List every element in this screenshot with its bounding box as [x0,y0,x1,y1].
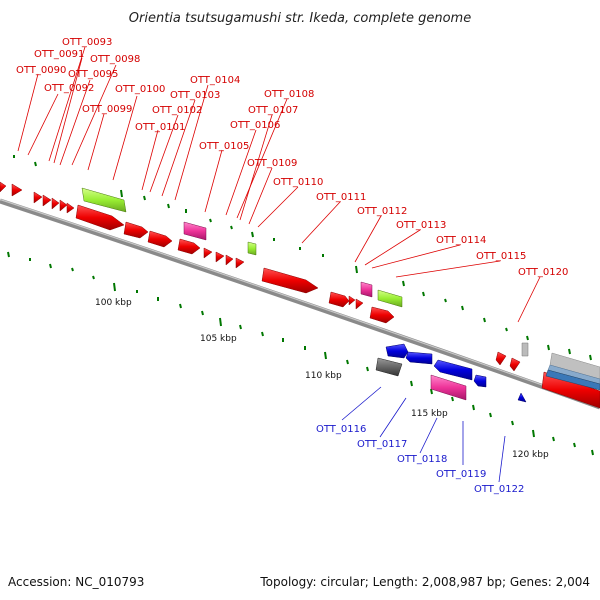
other-features [375,342,600,391]
gene-arrow [517,392,527,403]
gene-label: OTT_0093 [62,37,112,48]
gene-label: OTT_0122 [474,484,524,495]
scale-label: 120 kbp [512,450,549,460]
gene-label: OTT_0112 [357,206,407,217]
genome-backbone [0,198,600,410]
gene-arrow [0,181,7,193]
gene-arrow [33,191,43,204]
gene-label: OTT_0117 [357,439,407,450]
gene-label: OTT_0109 [247,158,297,169]
scale-label: 100 kbp [95,298,132,308]
gene-arrow [348,295,356,306]
gene-arrow [51,197,60,210]
gc-skew-outer [13,155,592,361]
gene-label: OTT_0113 [396,220,446,231]
gene-label: OTT_0091 [34,49,84,60]
reverse-genes [385,343,527,403]
gene-label: OTT_0108 [264,89,314,100]
gene-label: OTT_0110 [273,177,323,188]
gene-label: OTT_0116 [316,424,366,435]
gene-label: OTT_0114 [436,235,486,246]
gene-arrow [235,257,245,269]
gene-label: OTT_0095 [68,69,118,80]
gene-arrow [59,199,68,212]
gene-label: OTT_0102 [152,105,202,116]
gene-block [75,204,125,231]
gene-arrow [11,183,23,197]
gene-arrow [215,251,225,263]
reverse-leaders [341,386,506,483]
gene-arrow [355,298,364,310]
gene-label: OTT_0107 [248,105,298,116]
trna-block [377,289,403,308]
gene-arrow [177,238,201,255]
gene-arrow [147,230,173,248]
trna-block [81,187,127,213]
gene-label: OTT_0092 [44,83,94,94]
gene-label: OTT_0101 [135,122,185,133]
gene-arrow [66,202,75,214]
rrna-block [360,281,373,298]
gene-label: OTT_0098 [90,54,140,65]
operon-band [549,352,600,380]
gene-arrow [203,247,213,259]
reverse-labels: OTT_0116 OTT_0117 OTT_0118 OTT_0119 OTT_… [316,424,524,495]
gene-label: OTT_0090 [16,65,66,76]
forward-labels: OTT_0093 OTT_0091 OTT_0098 OTT_0090 OTT_… [16,37,568,278]
gene-label: OTT_0105 [199,141,249,152]
gene-arrow [369,306,395,324]
gene-label: OTT_0104 [190,75,240,86]
gene-arrow [328,291,350,308]
trna-block [247,241,257,256]
gene-label: OTT_0106 [230,120,280,131]
gene-label: OTT_0099 [82,104,132,115]
gene-arrow [495,351,507,366]
gene-arrow [42,194,52,207]
scale-label: 110 kbp [305,371,342,381]
gene-arrow [473,374,487,388]
rrna-block [430,374,467,401]
genome-stats-text: Topology: circular; Length: 2,008,987 bp… [259,575,590,589]
gene-arrow [509,357,521,372]
pseudo-block [375,357,403,377]
trna-features [81,187,403,308]
operon-band [547,364,600,385]
scale-label: 105 kbp [200,334,237,344]
map-title: Orientia tsutsugamushi str. Ikeda, compl… [129,11,471,26]
gene-label: OTT_0115 [476,251,526,262]
operon-band [545,369,600,391]
gene-arrow [225,254,234,266]
scale-ticks [7,251,594,456]
rrna-block [183,221,207,241]
gene-arrow [405,351,433,365]
gene-label: OTT_0120 [518,267,568,278]
gene-arrow [385,343,409,359]
gene-label: OTT_0118 [397,454,447,465]
forward-genes [0,181,600,409]
scale-label: 115 kbp [411,409,448,419]
gene-label: OTT_0103 [170,90,220,101]
gene-arrow [123,221,149,239]
pseudo-block [521,342,529,357]
accession-text: Accession: NC_010793 [8,575,144,589]
forward-leaders [17,46,541,323]
gene-label: OTT_0100 [115,84,165,95]
gene-label: OTT_0119 [436,469,486,480]
gene-block [261,267,319,294]
rrna-features [183,221,467,401]
gene-label: OTT_0111 [316,192,366,203]
gene-arrow [433,359,473,381]
